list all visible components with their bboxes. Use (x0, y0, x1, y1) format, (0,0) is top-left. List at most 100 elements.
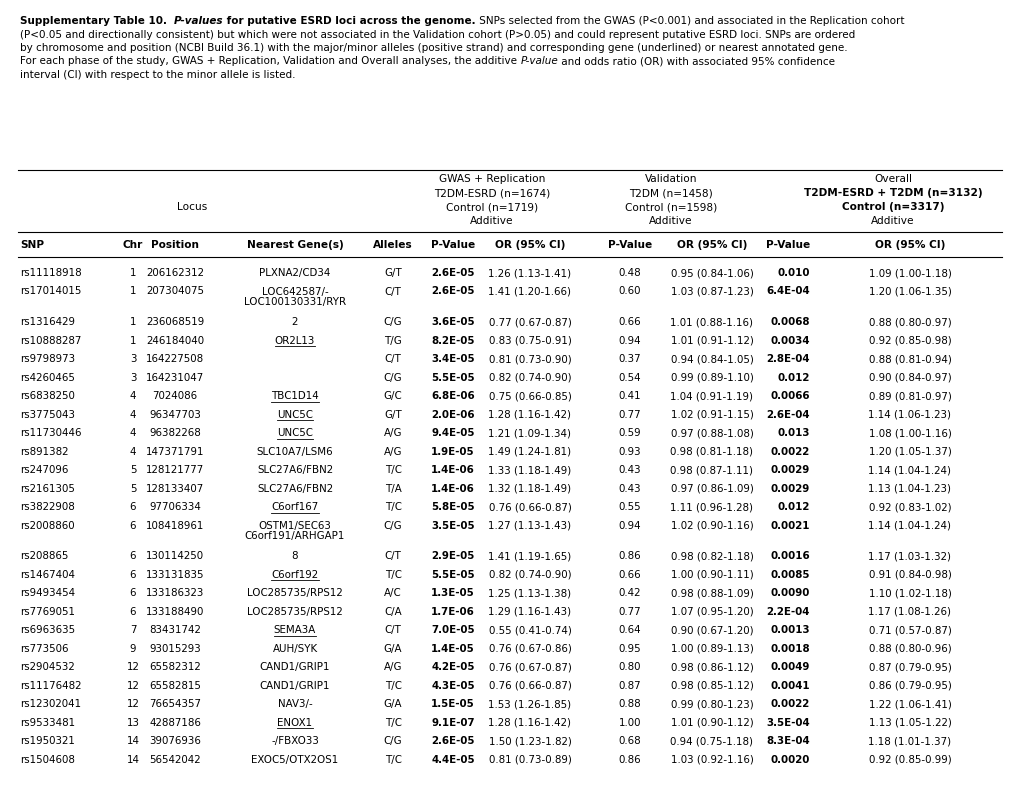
Text: 0.48: 0.48 (619, 268, 641, 278)
Text: 0.86: 0.86 (619, 755, 641, 764)
Text: C/T: C/T (384, 625, 401, 635)
Text: 8.3E-04: 8.3E-04 (765, 736, 809, 746)
Text: -/FBXO33: -/FBXO33 (271, 736, 319, 746)
Text: 0.77: 0.77 (619, 410, 641, 419)
Text: 12: 12 (126, 699, 140, 709)
Text: (P<0.05 and directionally consistent) but which were not associated in the Valid: (P<0.05 and directionally consistent) bu… (20, 29, 854, 39)
Text: 1.03 (0.92-1.16): 1.03 (0.92-1.16) (669, 755, 753, 764)
Text: 1.9E-05: 1.9E-05 (431, 447, 475, 456)
Text: 0.0085: 0.0085 (769, 570, 809, 579)
Text: 0.98 (0.82-1.18): 0.98 (0.82-1.18) (669, 551, 753, 561)
Text: 6: 6 (129, 607, 137, 616)
Text: 2.9E-05: 2.9E-05 (431, 551, 474, 561)
Text: C/G: C/G (383, 317, 401, 327)
Text: 1.49 (1.24-1.81): 1.49 (1.24-1.81) (488, 447, 571, 456)
Text: rs9533481: rs9533481 (20, 718, 75, 727)
Text: 14: 14 (126, 755, 140, 764)
Text: 0.64: 0.64 (619, 625, 641, 635)
Text: 0.0066: 0.0066 (769, 391, 809, 401)
Text: rs3822908: rs3822908 (20, 502, 74, 512)
Text: SNPs selected from the GWAS (P<0.001) and associated in the Replication cohort: SNPs selected from the GWAS (P<0.001) an… (475, 16, 903, 26)
Text: 0.012: 0.012 (776, 502, 809, 512)
Text: 0.92 (0.83-1.02): 0.92 (0.83-1.02) (868, 502, 951, 512)
Text: LOC642587/-: LOC642587/- (261, 287, 328, 296)
Text: 0.68: 0.68 (619, 736, 641, 746)
Text: 0.88 (0.80-0.96): 0.88 (0.80-0.96) (868, 644, 951, 653)
Text: 0.86: 0.86 (619, 551, 641, 561)
Text: Alleles: Alleles (373, 240, 413, 250)
Text: 6.4E-04: 6.4E-04 (765, 287, 809, 296)
Text: 3.4E-05: 3.4E-05 (431, 354, 475, 364)
Text: rs2904532: rs2904532 (20, 662, 74, 672)
Text: 0.95: 0.95 (619, 644, 641, 653)
Text: OR2L13: OR2L13 (274, 336, 315, 345)
Text: 0.99 (0.89-1.10): 0.99 (0.89-1.10) (669, 373, 753, 382)
Text: 0.89 (0.81-0.97): 0.89 (0.81-0.97) (868, 391, 951, 401)
Text: SNP: SNP (20, 240, 44, 250)
Text: UNC5C: UNC5C (277, 410, 313, 419)
Text: rs9798973: rs9798973 (20, 354, 75, 364)
Text: 13: 13 (126, 718, 140, 727)
Text: 0.98 (0.85-1.12): 0.98 (0.85-1.12) (669, 681, 753, 690)
Text: 0.97 (0.88-1.08): 0.97 (0.88-1.08) (669, 428, 753, 438)
Text: 0.0018: 0.0018 (769, 644, 809, 653)
Text: rs1467404: rs1467404 (20, 570, 75, 579)
Text: 56542042: 56542042 (149, 755, 201, 764)
Text: 1.11 (0.96-1.28): 1.11 (0.96-1.28) (669, 502, 753, 512)
Text: 1.00 (0.90-1.11): 1.00 (0.90-1.11) (669, 570, 753, 579)
Text: OR (95% CI): OR (95% CI) (494, 240, 565, 250)
Text: 1.01 (0.90-1.12): 1.01 (0.90-1.12) (669, 718, 753, 727)
Text: 93015293: 93015293 (149, 644, 201, 653)
Text: 1.04 (0.91-1.19): 1.04 (0.91-1.19) (669, 391, 753, 401)
Text: rs891382: rs891382 (20, 447, 68, 456)
Text: 0.94 (0.75-1.18): 0.94 (0.75-1.18) (669, 736, 753, 746)
Text: and odds ratio (OR) with associated 95% confidence: and odds ratio (OR) with associated 95% … (557, 57, 835, 66)
Text: 9: 9 (129, 644, 137, 653)
Text: P-value: P-value (520, 57, 557, 66)
Text: 1.3E-05: 1.3E-05 (431, 588, 475, 598)
Text: 4.3E-05: 4.3E-05 (431, 681, 475, 690)
Text: LOC285735/RPS12: LOC285735/RPS12 (247, 607, 342, 616)
Text: 7.0E-05: 7.0E-05 (431, 625, 475, 635)
Text: rs11730446: rs11730446 (20, 428, 82, 438)
Text: 1.07 (0.95-1.20): 1.07 (0.95-1.20) (669, 607, 753, 616)
Text: OR (95% CI): OR (95% CI) (677, 240, 747, 250)
Text: 1.53 (1.26-1.85): 1.53 (1.26-1.85) (488, 699, 571, 709)
Text: 1.4E-06: 1.4E-06 (431, 484, 475, 493)
Text: 5.5E-05: 5.5E-05 (431, 373, 475, 382)
Text: 1.13 (1.05-1.22): 1.13 (1.05-1.22) (868, 718, 951, 727)
Text: rs2161305: rs2161305 (20, 484, 74, 493)
Text: 0.94 (0.84-1.05): 0.94 (0.84-1.05) (669, 354, 753, 364)
Text: SLC27A6/FBN2: SLC27A6/FBN2 (257, 484, 333, 493)
Text: SLC10A7/LSM6: SLC10A7/LSM6 (257, 447, 333, 456)
Text: rs1950321: rs1950321 (20, 736, 74, 746)
Text: 6.8E-06: 6.8E-06 (431, 391, 475, 401)
Text: 42887186: 42887186 (149, 718, 201, 727)
Text: OSTM1/SEC63: OSTM1/SEC63 (258, 521, 331, 530)
Text: 1.32 (1.18-1.49): 1.32 (1.18-1.49) (488, 484, 571, 493)
Text: 1.20 (1.05-1.37): 1.20 (1.05-1.37) (868, 447, 951, 456)
Text: 1: 1 (129, 287, 137, 296)
Text: AUH/SYK: AUH/SYK (272, 644, 317, 653)
Text: 0.81 (0.73-0.89): 0.81 (0.73-0.89) (488, 755, 571, 764)
Text: A/G: A/G (383, 428, 401, 438)
Text: PLXNA2/CD34: PLXNA2/CD34 (259, 268, 330, 278)
Text: 147371791: 147371791 (146, 447, 204, 456)
Text: 0.75 (0.66-0.85): 0.75 (0.66-0.85) (488, 391, 571, 401)
Text: 0.0029: 0.0029 (770, 465, 809, 475)
Text: 128133407: 128133407 (146, 484, 204, 493)
Text: P-Value: P-Value (765, 240, 809, 250)
Text: 1.33 (1.18-1.49): 1.33 (1.18-1.49) (488, 465, 571, 475)
Text: 0.98 (0.86-1.12): 0.98 (0.86-1.12) (669, 662, 753, 672)
Text: 0.76 (0.66-0.87): 0.76 (0.66-0.87) (488, 681, 571, 690)
Text: G/A: G/A (383, 699, 401, 709)
Text: 246184040: 246184040 (146, 336, 204, 345)
Text: 1.21 (1.09-1.34): 1.21 (1.09-1.34) (488, 428, 571, 438)
Text: 1: 1 (129, 336, 137, 345)
Text: 0.81 (0.73-0.90): 0.81 (0.73-0.90) (488, 354, 571, 364)
Text: rs3775043: rs3775043 (20, 410, 75, 419)
Text: Position: Position (151, 240, 199, 250)
Text: 4.4E-05: 4.4E-05 (431, 755, 475, 764)
Text: 1: 1 (129, 268, 137, 278)
Text: 0.86 (0.79-0.95): 0.86 (0.79-0.95) (868, 681, 951, 690)
